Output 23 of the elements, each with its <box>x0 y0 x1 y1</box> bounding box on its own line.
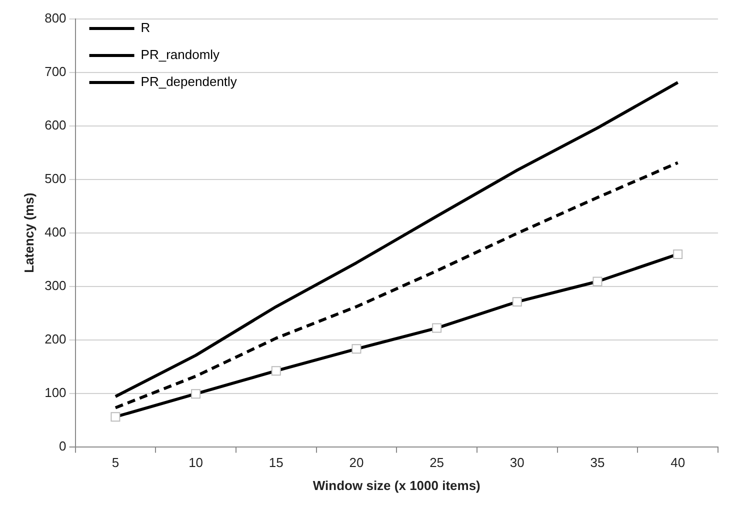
y-tick-label: 800 <box>44 10 66 26</box>
legend-label: PR_randomly <box>140 47 220 62</box>
y-tick-label: 300 <box>44 278 66 293</box>
x-tick-label: 40 <box>670 455 686 470</box>
legend-label: PR_dependently <box>140 74 238 90</box>
y-tick-label: 600 <box>44 117 66 132</box>
x-tick-label: 5 <box>112 455 120 470</box>
y-tick-label: 500 <box>44 170 66 186</box>
legend-label: R <box>140 20 150 36</box>
x-tick-label: 30 <box>510 455 524 470</box>
x-tick-label: 10 <box>188 455 204 470</box>
x-tick-label: 15 <box>268 455 284 470</box>
y-tick-label: 0 <box>59 438 66 454</box>
y-tick-label: 100 <box>44 384 66 400</box>
x-axis-title: Window size (x 1000 items) <box>312 478 480 493</box>
y-tick-label: 200 <box>44 331 66 346</box>
y-tick-label: 400 <box>44 224 66 240</box>
y-axis-title: Latency (ms) <box>21 192 36 273</box>
line-series <box>114 161 680 410</box>
y-tick-label: 700 <box>44 64 66 79</box>
x-tick-label: 25 <box>430 455 444 470</box>
x-tick-label: 20 <box>349 455 364 470</box>
x-tick-label: 35 <box>590 455 605 470</box>
